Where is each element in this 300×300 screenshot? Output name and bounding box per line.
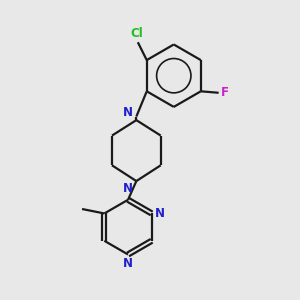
Text: N: N [123, 182, 133, 195]
Text: F: F [221, 86, 229, 99]
Text: Cl: Cl [130, 27, 143, 40]
Text: N: N [123, 257, 133, 270]
Text: N: N [123, 106, 133, 119]
Text: N: N [155, 207, 165, 220]
